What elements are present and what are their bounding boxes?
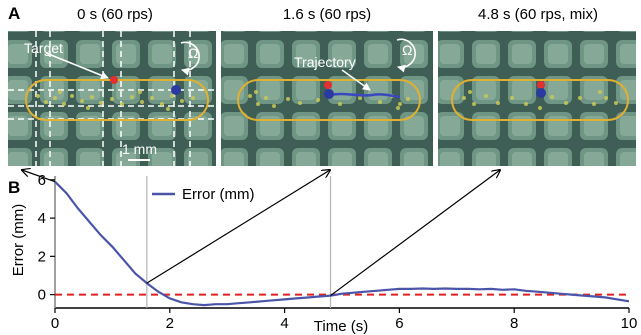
particle-cloud bbox=[248, 90, 410, 110]
photo-link-arrow bbox=[146, 170, 330, 284]
y-axis-title: Error (mm) bbox=[10, 204, 27, 276]
target-arrow bbox=[45, 52, 109, 80]
x-tick-label: 6 bbox=[395, 315, 403, 332]
robot-marker bbox=[171, 85, 181, 95]
capsule-outline bbox=[237, 79, 421, 121]
y-tick-label: 2 bbox=[38, 248, 46, 265]
trajectory-path bbox=[329, 92, 401, 99]
x-tick-label: 10 bbox=[621, 315, 638, 332]
photo-3-title: 4.8 s (60 rps, mix) bbox=[478, 6, 598, 23]
y-tick-label: 0 bbox=[38, 287, 46, 304]
error-series-line bbox=[54, 180, 630, 307]
photo-link-arrows bbox=[22, 170, 500, 297]
y-tick-label: 6 bbox=[38, 172, 46, 189]
panel-letter-a: A bbox=[8, 4, 20, 23]
rotation-symbol-1: Ω bbox=[188, 45, 198, 61]
rotation-arrow-2 bbox=[396, 38, 416, 73]
trajectory-arrow bbox=[341, 69, 371, 91]
target-marker bbox=[537, 81, 545, 89]
photo-3-background bbox=[438, 31, 636, 166]
robot-marker bbox=[324, 89, 334, 99]
x-tick-label: 8 bbox=[510, 315, 518, 332]
panel-letter-b: B bbox=[8, 178, 20, 197]
particle-cloud bbox=[462, 90, 618, 110]
legend-label: Error (mm) bbox=[182, 186, 254, 203]
photo-2: Trajectory Ω bbox=[221, 31, 433, 166]
capsule-outline bbox=[451, 79, 629, 121]
target-marker bbox=[110, 76, 118, 84]
y-ticks: 0 2 4 6 bbox=[38, 172, 55, 304]
time-marker-lines bbox=[54, 176, 332, 308]
photo-link-arrow bbox=[330, 170, 500, 297]
robot-marker bbox=[536, 88, 546, 98]
x-ticks: 0 2 4 6 8 10 bbox=[51, 308, 638, 332]
rotation-symbol-2: Ω bbox=[402, 42, 412, 58]
photo-2-title: 1.6 s (60 rps) bbox=[283, 6, 371, 23]
photo-1-title: 0 s (60 rps) bbox=[77, 6, 153, 23]
target-marker bbox=[324, 81, 332, 89]
particle-cloud bbox=[36, 90, 195, 111]
x-tick-label: 4 bbox=[280, 315, 288, 332]
error-chart: 0 2 4 6 8 10 0 2 4 6 Error (mm) Time (s) Error (… bbox=[10, 170, 637, 335]
x-tick-label: 2 bbox=[166, 315, 174, 332]
photo-1: Target 1 mm Ω bbox=[8, 31, 216, 166]
scale-bar-label: 1 mm bbox=[122, 141, 157, 157]
photo-link-arrow bbox=[22, 170, 56, 183]
target-label: Target bbox=[24, 40, 63, 56]
x-tick-label: 0 bbox=[51, 315, 59, 332]
photo-3 bbox=[438, 31, 636, 166]
x-axis-title: Time (s) bbox=[314, 318, 368, 335]
y-tick-label: 4 bbox=[38, 210, 46, 227]
rotation-arrow-1 bbox=[180, 41, 200, 76]
trajectory-label: Trajectory bbox=[294, 54, 356, 70]
